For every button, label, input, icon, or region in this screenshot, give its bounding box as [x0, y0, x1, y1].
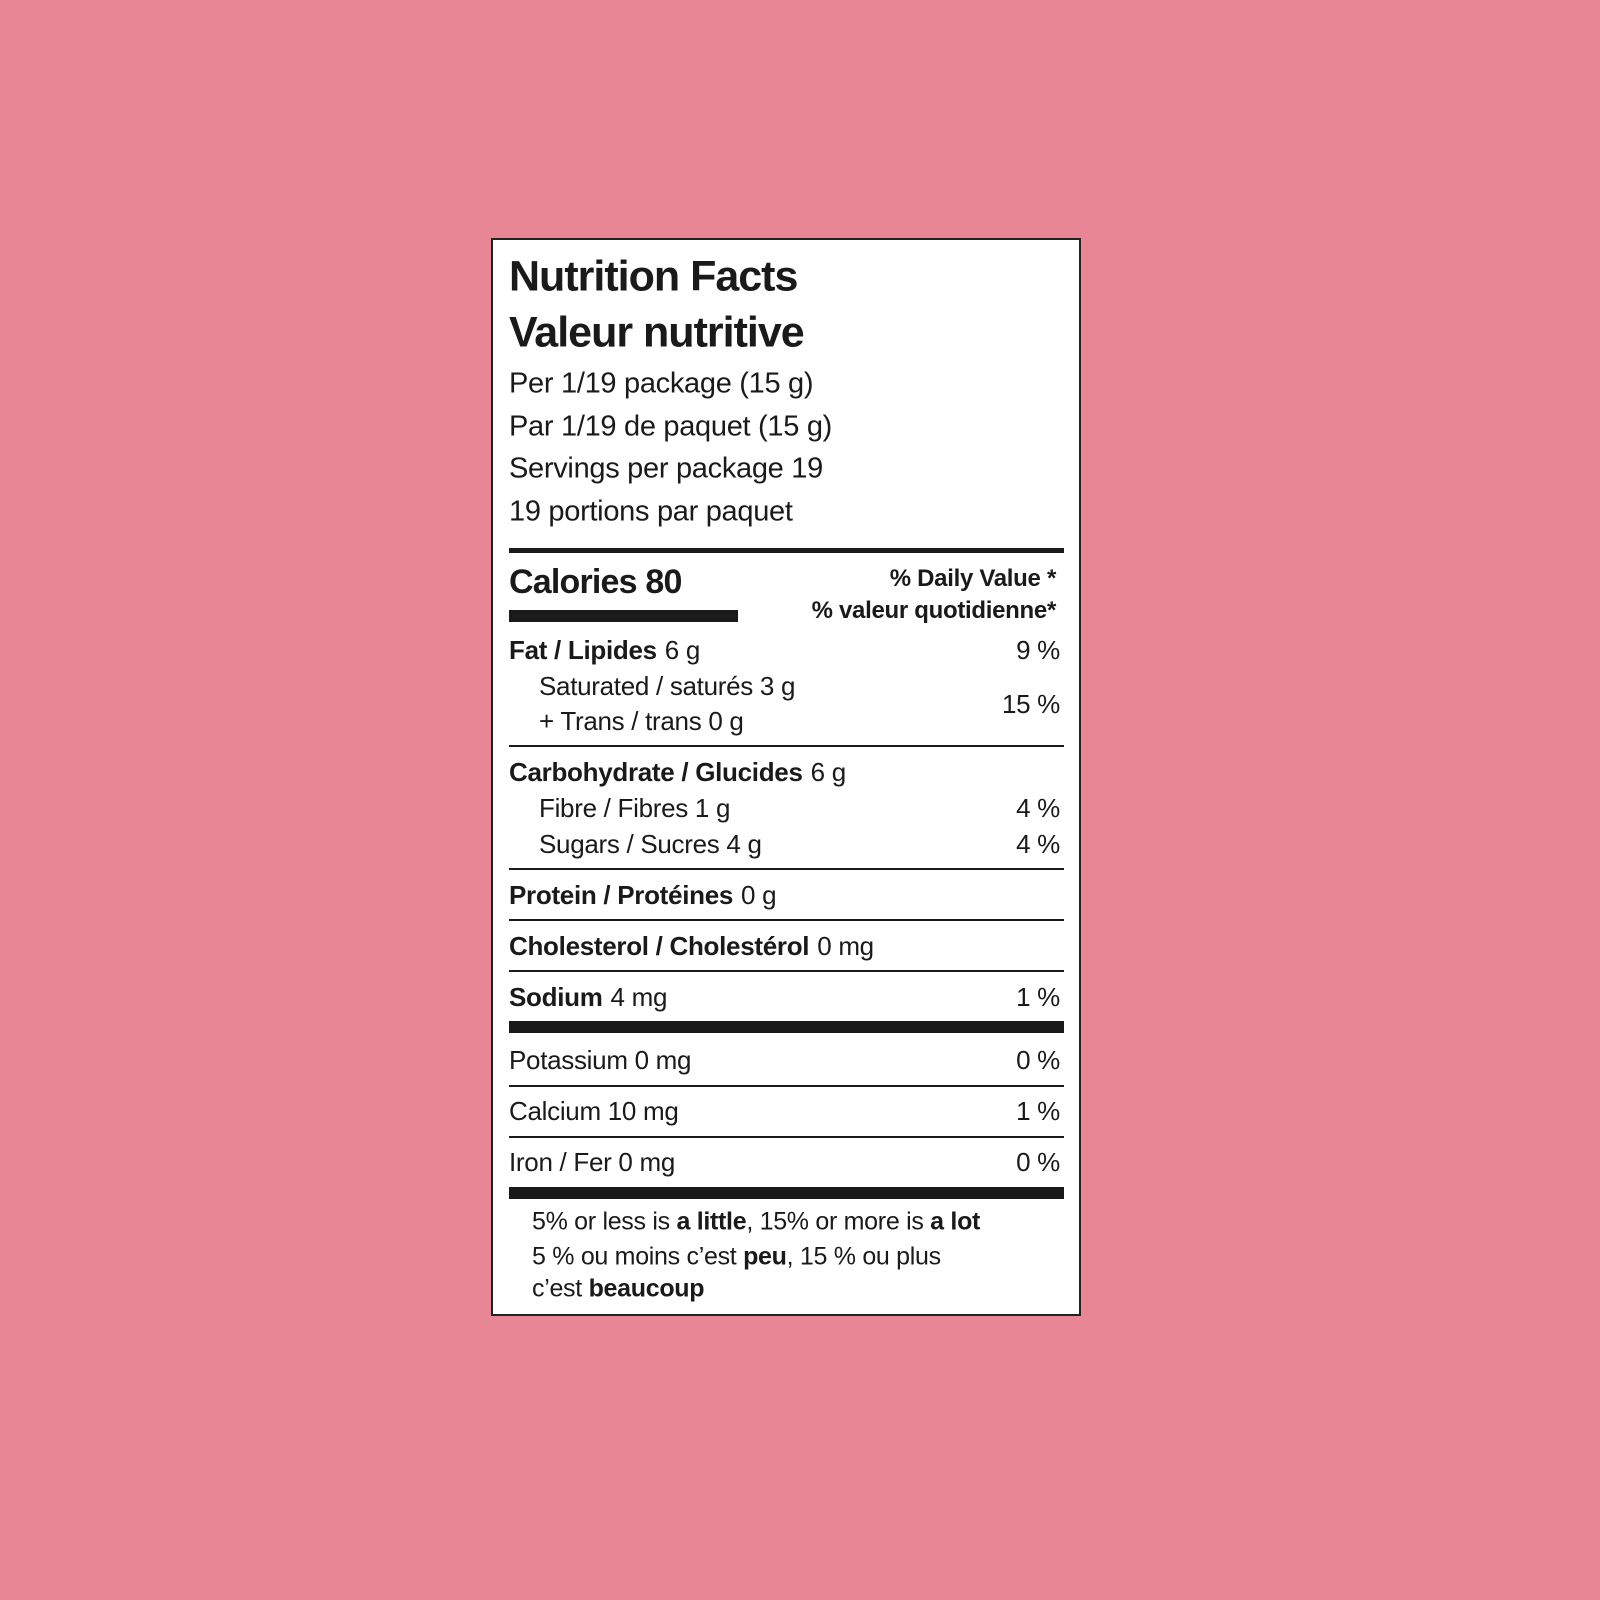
nutrient-row: Fat / Lipides 6 g: [509, 637, 700, 663]
footer-text: 5% or less is: [532, 1207, 677, 1236]
rule: [509, 919, 1064, 921]
rule: [509, 548, 1064, 553]
serving: Par 1/19 de paquet (15 g): [509, 410, 833, 443]
mineral-row: Potassium 0 mg: [509, 1045, 692, 1075]
rule: [509, 868, 1064, 870]
nutrient-amount: 4 mg: [610, 982, 668, 1012]
daily-value-header: % Daily Value *: [889, 565, 1057, 592]
footer-text: beaucoup: [588, 1274, 705, 1303]
daily-value: 0 %: [1016, 1045, 1060, 1075]
nutrient-name: Carbohydrate / Glucides: [509, 757, 803, 787]
nutrient-sub: Sugars / Sucres 4 g: [539, 829, 762, 859]
nutrient-amount: 0 mg: [817, 931, 874, 961]
thick-rule: [509, 1187, 1064, 1199]
nutrient-name: Sodium: [509, 982, 603, 1012]
footer-text: c’est: [532, 1274, 589, 1303]
daily-value: 1 %: [1016, 982, 1060, 1012]
mineral-row: Calcium 10 mg: [509, 1096, 679, 1126]
nutrient-name: Fat / Lipides: [509, 635, 657, 665]
footer-text: peu: [743, 1242, 787, 1271]
title: Valeur nutritive: [509, 308, 805, 357]
nutrient-name: Cholesterol / Cholestérol: [509, 931, 810, 961]
rule: [509, 970, 1064, 972]
footer-line: c’est beaucoup: [532, 1274, 705, 1303]
nutrient-sub: Saturated / saturés 3 g: [539, 671, 796, 701]
nutrient-row: Carbohydrate / Glucides 6 g: [509, 759, 846, 785]
daily-value: 4 %: [1016, 793, 1060, 823]
nutrient-amount: 6 g: [810, 757, 847, 787]
nutrient-amount: 0 g: [741, 880, 777, 910]
rule: [509, 745, 1064, 747]
calories-bar: [509, 610, 738, 622]
daily-value: 4 %: [1016, 829, 1060, 859]
footer-text: a little: [676, 1207, 747, 1236]
nutrient-row: Protein / Protéines 0 g: [509, 880, 777, 910]
title: Nutrition Facts: [509, 252, 798, 301]
calories: Calories 80: [509, 563, 682, 601]
footer-text: a lot: [930, 1207, 981, 1236]
rule: [509, 1085, 1064, 1087]
daily-value-header: % valeur quotidienne*: [811, 597, 1057, 624]
daily-value: 9 %: [1016, 635, 1060, 665]
daily-value: 0 %: [1016, 1147, 1060, 1177]
footer-line: 5% or less is a little, 15% or more is a…: [532, 1207, 981, 1236]
serving: Per 1/19 package (15 g): [509, 367, 814, 400]
rule: [509, 1136, 1064, 1138]
nutrient-row: Cholesterol / Cholestérol 0 mg: [509, 933, 874, 959]
thick-rule: [509, 1021, 1064, 1033]
nutrient-sub: Fibre / Fibres 1 g: [539, 793, 731, 823]
mineral-row: Iron / Fer 0 mg: [509, 1147, 675, 1177]
nutrient-amount: 6 g: [664, 635, 701, 665]
serving: 19 portions par paquet: [509, 495, 793, 528]
footer-text: , 15% or more is: [746, 1207, 931, 1236]
nutrient-sub: + Trans / trans 0 g: [539, 706, 744, 736]
footer-line: 5 % ou moins c’est peu, 15 % ou plus: [532, 1242, 942, 1271]
daily-value: 1 %: [1016, 1096, 1060, 1126]
serving: Servings per package 19: [509, 452, 823, 485]
nutrient-name: Protein / Protéines: [509, 880, 734, 910]
daily-value: 15 %: [1001, 689, 1060, 719]
footer-text: 5 % ou moins c’est: [532, 1242, 744, 1271]
nutrient-row: Sodium 4 mg: [509, 984, 667, 1010]
footer-text: , 15 % ou plus: [786, 1242, 942, 1271]
